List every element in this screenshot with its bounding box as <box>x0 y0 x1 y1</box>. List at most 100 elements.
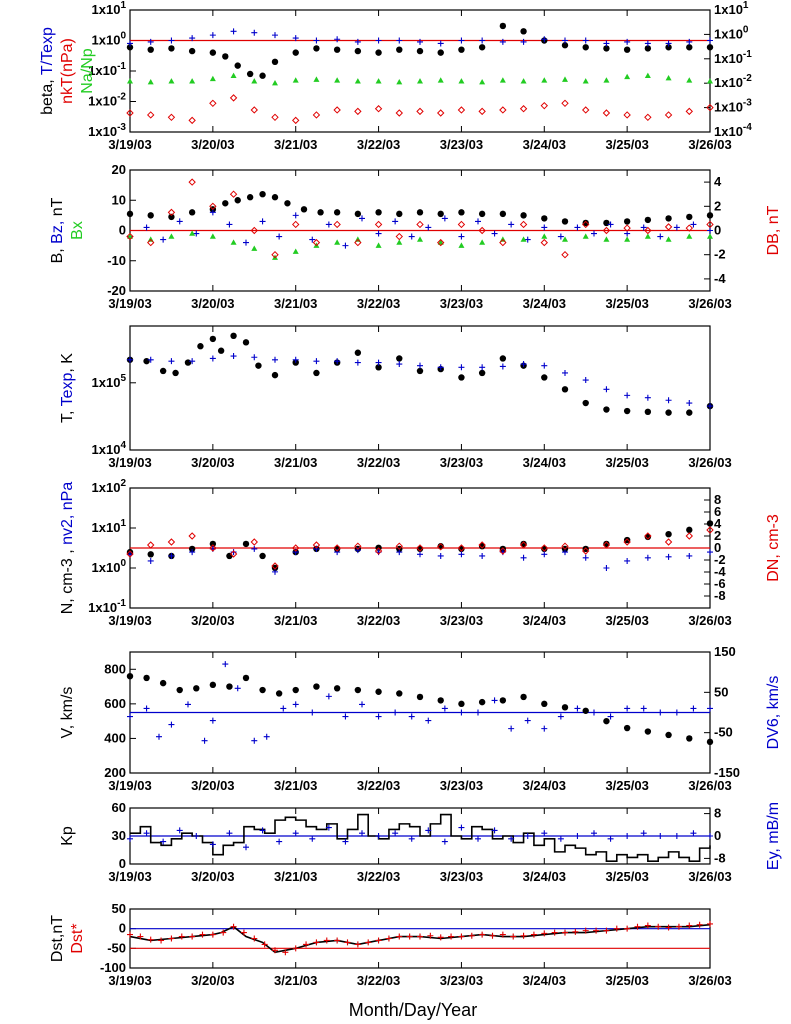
data-point <box>251 545 258 552</box>
data-point <box>209 209 216 216</box>
data-point <box>478 369 486 377</box>
data-point <box>271 562 279 570</box>
panel-T: 3/19/03 3/20/03 3/21/03 3/22/03 3/23/03 3/24/… <box>59 325 732 470</box>
y-tick-label-exp: -2 <box>117 92 126 103</box>
y-axis-label-part: nv2, nPa <box>59 482 76 545</box>
data-point <box>263 733 270 740</box>
data-point <box>520 540 527 548</box>
data-point <box>603 40 610 47</box>
y-axis-label-part: B, <box>49 244 66 264</box>
data-point <box>292 356 299 363</box>
data-point <box>458 551 465 558</box>
data-point <box>686 44 693 51</box>
data-point <box>458 78 465 84</box>
x-tick-label: 3/23/03 <box>440 296 483 311</box>
y-tick-label: 200 <box>104 765 126 780</box>
data-point <box>458 209 465 216</box>
data-point <box>541 830 548 837</box>
data-point <box>416 107 424 116</box>
data-point <box>541 224 548 231</box>
data-point <box>657 833 664 839</box>
data-point <box>342 713 349 720</box>
data-point <box>259 191 266 198</box>
y-tick-label: 1x101 <box>92 518 127 535</box>
data-point <box>147 541 155 549</box>
data-point <box>557 835 564 842</box>
data-point <box>582 554 589 561</box>
data-point <box>644 532 652 540</box>
data-point <box>197 343 204 350</box>
y-axis-label: V, km/s <box>59 687 76 739</box>
data-point <box>226 683 233 690</box>
data-point <box>126 550 134 558</box>
x-tick-label: 3/24/03 <box>523 973 566 988</box>
data-point <box>665 553 672 560</box>
data-point <box>396 78 403 85</box>
data-point <box>359 830 365 837</box>
data-point <box>644 554 651 561</box>
data-point <box>396 210 403 218</box>
data-point <box>272 568 278 575</box>
data-point <box>276 233 283 240</box>
data-point <box>354 210 362 218</box>
data-point <box>396 46 403 53</box>
y-axis-label-part: Na/Np <box>79 48 96 93</box>
data-point <box>685 532 693 540</box>
y-tick-label: 0 <box>119 921 126 936</box>
y2-tick-label: -4 <box>714 271 726 286</box>
data-point <box>251 245 258 251</box>
y-axis-label-part: T/Texp <box>39 27 56 75</box>
data-point <box>707 233 713 239</box>
y2-tick-label: -8 <box>714 850 726 865</box>
y2-tick-label: 1x10-2 <box>714 73 752 90</box>
data-point <box>603 565 610 571</box>
data-point <box>707 78 713 84</box>
y-tick-label: 1x105 <box>92 373 127 390</box>
y-axis-label: Na/Np <box>79 48 96 93</box>
data-point <box>624 38 631 45</box>
data-point <box>234 197 241 204</box>
data-point <box>582 927 589 934</box>
x-tick-label: 3/26/03 <box>688 455 731 470</box>
data-point <box>193 230 200 237</box>
y2-axis-label: DV6, km/s <box>765 676 782 750</box>
data-point <box>640 830 647 837</box>
x-tick-label: 3/23/03 <box>440 613 483 628</box>
data-point <box>342 838 349 845</box>
y-tick-label: 400 <box>104 730 126 745</box>
data-point <box>292 116 300 125</box>
data-point <box>707 549 713 556</box>
x-tick-label: 3/21/03 <box>274 296 317 311</box>
data-point <box>416 47 424 55</box>
data-point <box>147 111 155 119</box>
x-tick-label: 3/20/03 <box>191 973 234 988</box>
data-point <box>582 78 589 84</box>
data-point <box>250 538 258 546</box>
data-point <box>479 78 486 85</box>
data-point <box>644 72 651 79</box>
data-point <box>189 549 196 556</box>
data-point <box>591 709 597 716</box>
data-point <box>707 920 713 927</box>
x-tick-label: 3/23/03 <box>440 778 483 793</box>
data-point <box>582 545 589 553</box>
series-V-0 <box>126 673 714 746</box>
x-tick-label: 3/25/03 <box>605 869 648 884</box>
data-point <box>230 28 237 35</box>
data-point <box>665 397 672 404</box>
data-point <box>499 547 507 555</box>
data-point <box>675 923 682 930</box>
data-point <box>624 236 631 242</box>
data-point <box>623 111 631 119</box>
panels-group: 3/19/03 3/20/03 3/21/03 3/22/03 3/23/03 3/24/… <box>39 0 782 988</box>
data-point <box>519 220 528 229</box>
y2-tick-label: 4 <box>714 516 722 531</box>
data-point <box>342 242 349 249</box>
data-point <box>312 111 321 119</box>
x-tick-label: 3/26/03 <box>688 973 731 988</box>
data-point <box>644 394 651 401</box>
data-point <box>354 542 362 550</box>
data-point <box>137 933 144 940</box>
data-point <box>168 358 175 365</box>
data-point <box>706 212 714 219</box>
